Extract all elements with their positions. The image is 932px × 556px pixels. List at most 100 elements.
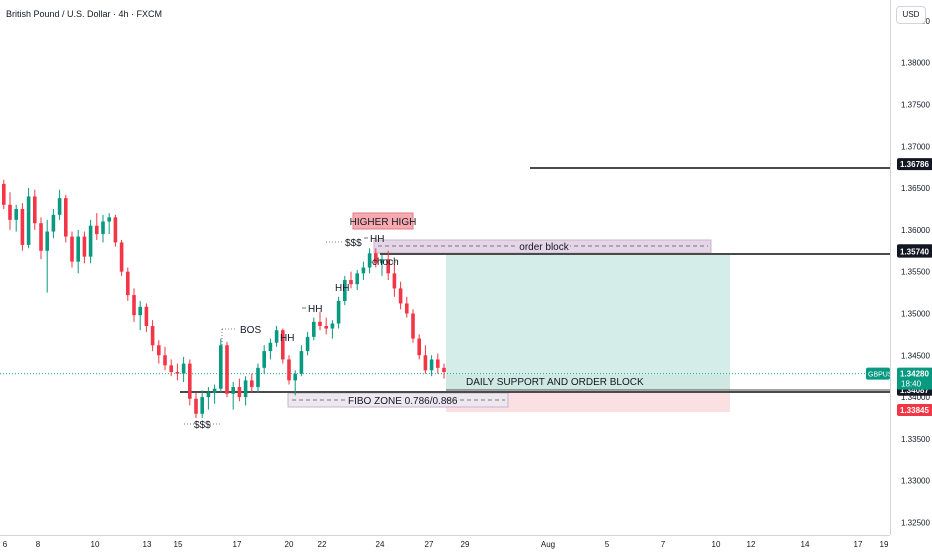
candle-body xyxy=(274,330,279,343)
candle xyxy=(95,213,99,240)
hh-label: HH xyxy=(370,234,384,245)
candle xyxy=(268,338,273,360)
candle xyxy=(8,192,12,230)
candle-body xyxy=(330,323,335,329)
candle xyxy=(126,267,130,301)
candle-body xyxy=(287,359,291,381)
candle xyxy=(200,390,204,418)
candle xyxy=(299,345,304,377)
candle-body xyxy=(405,303,409,314)
candle-body xyxy=(442,367,446,372)
candle xyxy=(113,214,118,247)
higher-high-label: HIGHER HIGH xyxy=(350,217,417,228)
choch-label: choch xyxy=(372,257,399,268)
candle-body xyxy=(51,214,56,232)
time-tick-label: 15 xyxy=(174,540,183,549)
candle-body xyxy=(361,267,366,274)
symbol-tag-label: GBPUSD xyxy=(868,372,890,379)
time-tick-label: Aug xyxy=(541,540,555,549)
price-tick-label: 1.36500 xyxy=(901,184,930,193)
candle xyxy=(355,270,359,291)
candle-body xyxy=(386,259,390,274)
candle-body xyxy=(14,208,18,220)
candle-body xyxy=(392,273,397,289)
candle xyxy=(367,248,372,274)
candle-body xyxy=(169,365,173,372)
candle-body xyxy=(219,345,223,389)
price-tick-label: 1.32500 xyxy=(901,518,930,527)
candle-body xyxy=(1,183,6,205)
chart-area[interactable]: HIGHER HIGH order block DAILY SUPPORT AND … xyxy=(0,0,898,535)
candle-body xyxy=(175,371,180,374)
candle xyxy=(312,317,316,341)
fibo-label-bg xyxy=(346,394,446,406)
candle-body xyxy=(107,217,111,222)
support-zone xyxy=(446,375,730,390)
candle xyxy=(287,355,291,385)
candle xyxy=(256,363,260,393)
candle-body xyxy=(318,321,322,327)
candle-body xyxy=(343,280,347,301)
candle xyxy=(88,219,93,264)
candle xyxy=(305,331,310,356)
candle xyxy=(386,250,390,281)
candle-body xyxy=(380,259,384,264)
candle-body xyxy=(281,330,285,360)
hh-label: HH xyxy=(335,283,349,294)
current-price-badge xyxy=(897,367,932,390)
price-tick-label: 1.33000 xyxy=(901,477,930,486)
candle xyxy=(188,359,192,406)
time-tick-label: 5 xyxy=(605,540,610,549)
candle-body xyxy=(398,288,403,304)
candle-body xyxy=(88,225,93,257)
time-tick-label: 12 xyxy=(747,540,756,549)
time-tick-label: 8 xyxy=(36,540,41,549)
candle xyxy=(119,239,124,276)
candle xyxy=(20,203,25,251)
candle xyxy=(45,219,49,293)
time-tick-label: 7 xyxy=(661,540,666,549)
price-chart[interactable]: HIGHER HIGH order block DAILY SUPPORT AND … xyxy=(0,0,898,535)
candle-body xyxy=(324,326,328,329)
currency-button[interactable]: USD xyxy=(896,6,926,24)
candle xyxy=(380,254,384,276)
time-tick-label: 17 xyxy=(854,540,863,549)
candle xyxy=(330,320,335,339)
candle-body xyxy=(194,398,198,414)
candle-body xyxy=(163,355,167,366)
candle-body xyxy=(237,387,242,398)
time-axis-scale[interactable]: 6 8 10 13 15 17 20 22 24 27 29 Aug 5 7 10 12 14 17 19 xyxy=(0,536,890,551)
candle-body xyxy=(225,345,229,394)
time-tick-label: 13 xyxy=(143,540,152,549)
candle xyxy=(436,353,440,374)
candle xyxy=(175,363,180,381)
candle xyxy=(101,214,105,243)
candle-body xyxy=(113,217,118,243)
time-axis[interactable]: 6 8 10 13 15 17 20 22 24 27 29 Aug 5 7 10 12 14 17 19 xyxy=(0,535,890,551)
candle xyxy=(194,392,198,418)
candle-body xyxy=(299,351,304,374)
candle-body xyxy=(144,306,149,327)
candle xyxy=(343,275,347,306)
candle-body xyxy=(423,355,428,371)
price-tick-label: 1.37500 xyxy=(901,100,930,109)
candle xyxy=(417,334,421,360)
candle-body xyxy=(200,397,204,414)
candle xyxy=(225,341,229,398)
candle-body xyxy=(39,223,43,251)
price-level-label: 1.33845 xyxy=(897,404,932,417)
price-axis-scale[interactable]: 1.385001.380001.375001.370001.365001.360… xyxy=(891,0,932,535)
candle-body xyxy=(417,338,421,356)
price-level-text: 1.33845 xyxy=(900,406,929,415)
profit-zone xyxy=(446,254,730,376)
price-level-badge xyxy=(897,158,932,171)
candle xyxy=(33,189,37,230)
price-axis[interactable]: 1.385001.380001.375001.370001.365001.360… xyxy=(890,0,932,535)
candle-body xyxy=(268,342,273,352)
candle xyxy=(144,303,149,332)
price-tick-label: 1.34000 xyxy=(901,393,930,402)
candle xyxy=(181,356,186,383)
candle-body xyxy=(355,273,359,285)
candle xyxy=(411,309,415,343)
time-tick-label: 29 xyxy=(461,540,470,549)
